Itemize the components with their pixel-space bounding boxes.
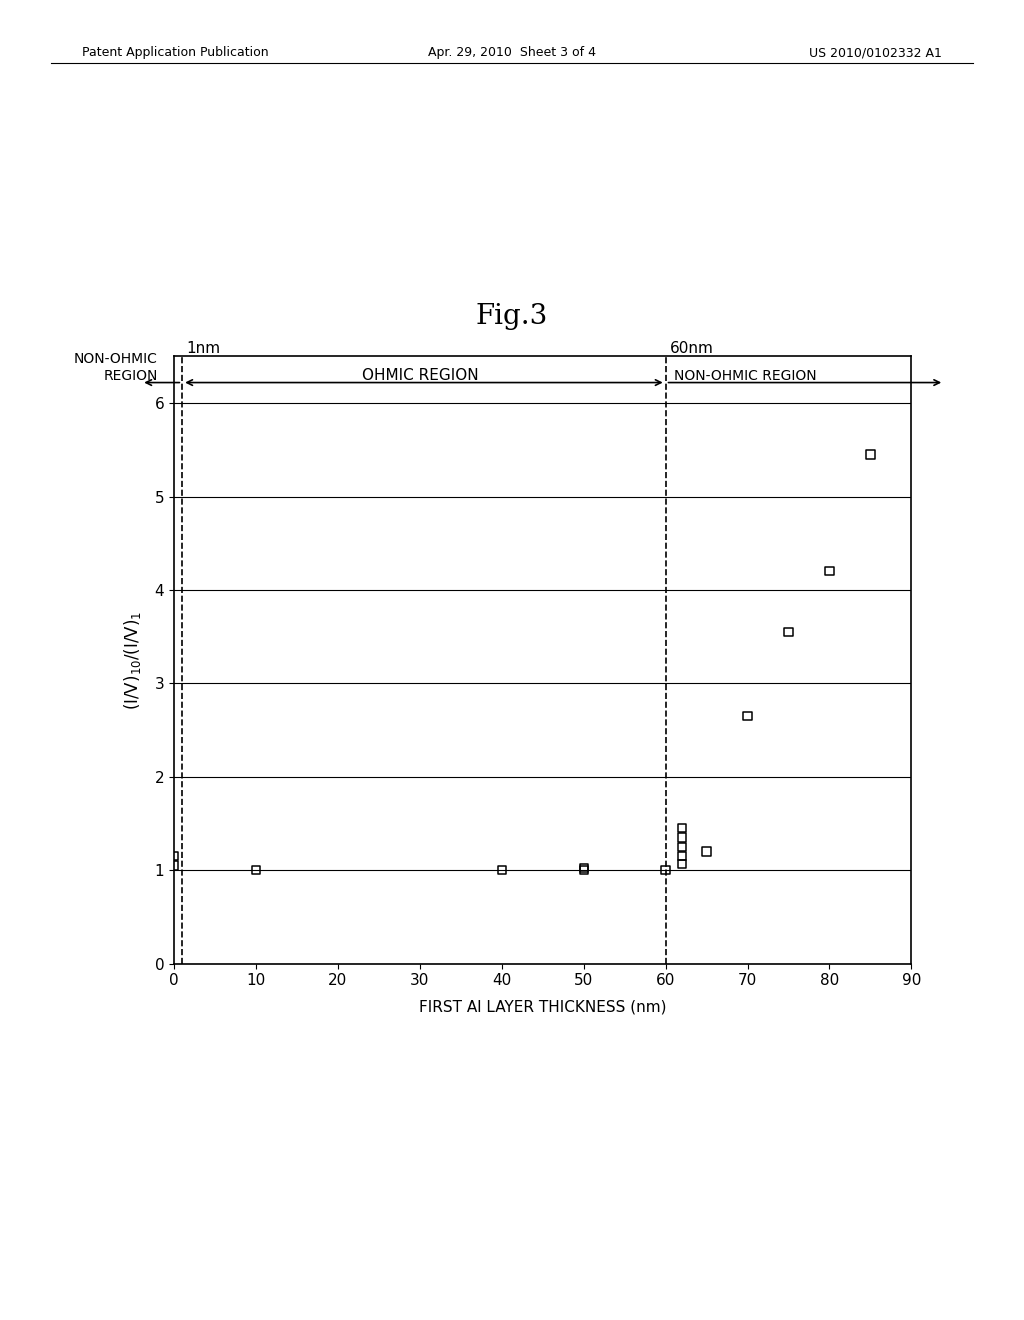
Text: OHMIC REGION: OHMIC REGION — [361, 367, 478, 383]
Point — [494, 859, 510, 880]
Y-axis label: (I/V)$_{10}$/(I/V)$_1$: (I/V)$_{10}$/(I/V)$_1$ — [123, 610, 143, 710]
Point — [575, 858, 592, 879]
Point — [698, 841, 715, 862]
Text: Fig.3: Fig.3 — [476, 304, 548, 330]
Point — [739, 705, 756, 726]
Point — [166, 846, 182, 867]
Point — [780, 622, 797, 643]
Text: NON-OHMIC REGION: NON-OHMIC REGION — [674, 368, 816, 383]
Text: Patent Application Publication: Patent Application Publication — [82, 46, 268, 59]
Text: 1nm: 1nm — [186, 342, 220, 356]
Point — [674, 853, 690, 874]
Text: 60nm: 60nm — [670, 342, 714, 356]
Point — [166, 855, 182, 876]
Text: NON-OHMIC
REGION: NON-OHMIC REGION — [74, 352, 158, 383]
Point — [674, 846, 690, 867]
Text: US 2010/0102332 A1: US 2010/0102332 A1 — [809, 46, 942, 59]
Point — [674, 826, 690, 847]
Point — [821, 561, 838, 582]
Point — [674, 837, 690, 858]
X-axis label: FIRST Al LAYER THICKNESS (nm): FIRST Al LAYER THICKNESS (nm) — [419, 999, 667, 1015]
Point — [674, 817, 690, 838]
Point — [862, 444, 879, 465]
Point — [575, 859, 592, 880]
Text: Apr. 29, 2010  Sheet 3 of 4: Apr. 29, 2010 Sheet 3 of 4 — [428, 46, 596, 59]
Point — [657, 859, 674, 880]
Point — [248, 859, 264, 880]
